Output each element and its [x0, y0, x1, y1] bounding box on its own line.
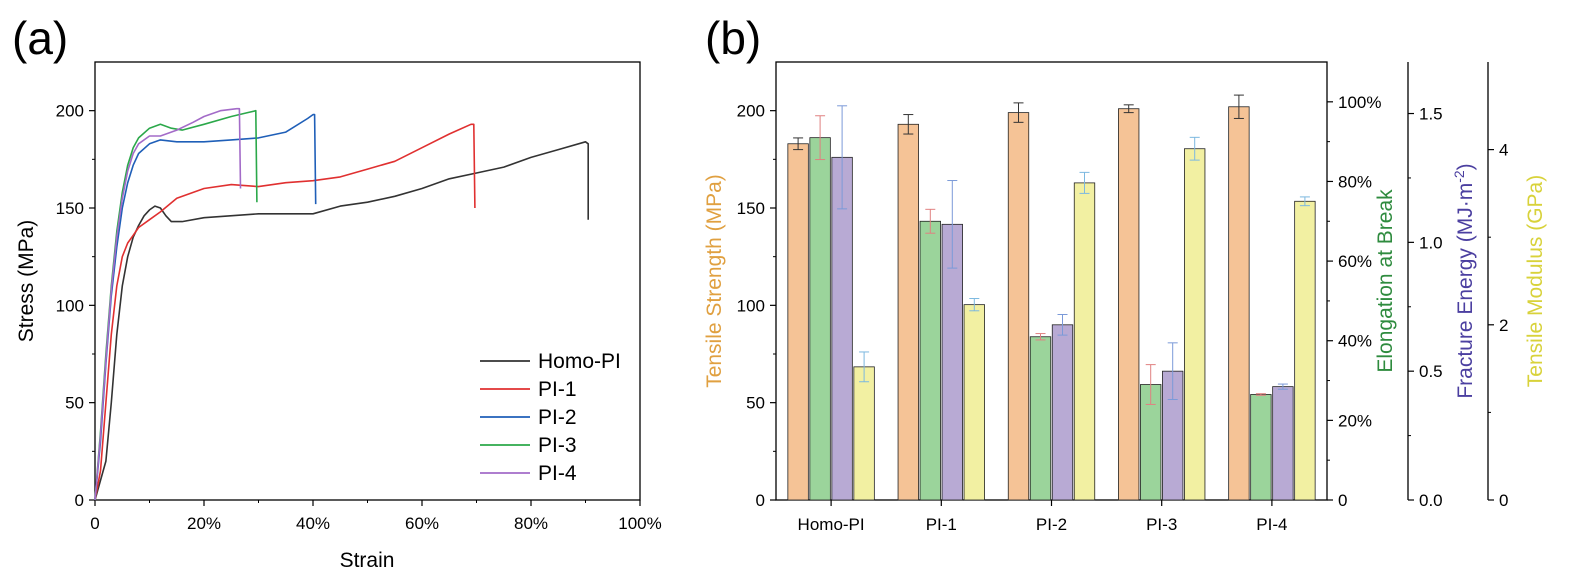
fracture-energy-title-end: ) [1454, 163, 1477, 170]
a-y-tick-label: 150 [56, 199, 84, 218]
panel-b: (b) 0 50 100 150 200 0 20% 40% 60% 80% 100% 0.0 0.5 1… [703, 12, 1547, 534]
bar-tensile_strength [1007, 112, 1030, 501]
a-x-tick-label: 60% [405, 514, 439, 533]
bar-tensile_strength [1228, 106, 1250, 501]
tensile-strength-axis-title: Tensile Strength (MPa) [703, 174, 726, 388]
b-tick-label: 80% [1338, 172, 1372, 191]
bar-fracture_energy [1051, 324, 1074, 501]
a-y-tick-label: 50 [65, 394, 84, 413]
category-label: PI-4 [1256, 515, 1287, 534]
panel-a-legend: Homo-PI PI-1 PI-2 PI-3 PI-4 [480, 350, 621, 485]
bar-elongation [809, 137, 831, 501]
panel-a-ticks: 0 20% 40% 60% 80% 100% 0 50 100 150 200 [56, 102, 662, 533]
b-tick-label: 0 [756, 491, 765, 510]
series-line-homo-pi [94, 141, 589, 501]
b-tick-label: 150 [737, 199, 765, 218]
a-y-tick-label: 200 [56, 102, 84, 121]
tensile-modulus-axis-title: Tensile Modulus (GPa) [1524, 175, 1547, 387]
a-x-tick-label: 20% [187, 514, 221, 533]
b-tick-label: 0.5 [1419, 362, 1443, 381]
legend-label: PI-2 [538, 406, 577, 429]
a-y-tick-label: 100 [56, 296, 84, 315]
panel-b-category-labels: Homo-PI PI-1 PI-2 PI-3 PI-4 [798, 500, 1287, 534]
bar-modulus [1294, 200, 1316, 501]
legend-label: PI-1 [538, 378, 577, 401]
b-tick-label: 4 [1499, 141, 1508, 160]
bar-modulus [963, 304, 985, 501]
b-tick-label: 40% [1338, 332, 1372, 351]
bar-elongation [1029, 336, 1052, 501]
fracture-energy-title-main: Fracture Energy (MJ·m [1454, 183, 1477, 399]
bar-tensile_strength [897, 123, 919, 501]
panel-b-bars [787, 94, 1316, 501]
b-tick-label: 0.0 [1419, 491, 1443, 510]
series-line-pi-1 [94, 123, 476, 501]
b-tick-label: 1.5 [1419, 105, 1443, 124]
a-x-tick-label: 80% [514, 514, 548, 533]
bar-elongation [1250, 394, 1272, 501]
bar-fracture_energy [1272, 386, 1294, 501]
b-tick-label: 0 [1499, 491, 1508, 510]
bar-tensile_strength [787, 143, 809, 501]
b-tick-label: 100 [737, 296, 765, 315]
fracture-energy-axis-title: Fracture Energy (MJ·m-2) [1451, 163, 1477, 398]
a-y-tick-label: 0 [75, 491, 84, 510]
category-label: PI-2 [1036, 515, 1067, 534]
category-label: PI-1 [926, 515, 957, 534]
a-x-tick-label: 100% [618, 514, 661, 533]
panel-a-lines [94, 107, 589, 501]
panel-b-label: (b) [705, 12, 761, 64]
series-line-pi-4 [94, 107, 242, 501]
b-tick-label: 50 [746, 394, 765, 413]
b-tick-label: 1.0 [1419, 233, 1443, 252]
elongation-axis-title: Elongation at Break [1374, 189, 1397, 373]
series-line-pi-3 [94, 109, 258, 501]
panel-a-ylabel: Stress (MPa) [15, 220, 38, 343]
b-tick-label: 60% [1338, 252, 1372, 271]
a-x-tick-label: 40% [296, 514, 330, 533]
bar-modulus [1073, 182, 1096, 501]
legend-label: PI-4 [538, 462, 577, 485]
bar-modulus [853, 366, 875, 501]
bar-elongation [919, 220, 941, 501]
legend-label: PI-3 [538, 434, 577, 457]
panel-a-label: (a) [12, 12, 68, 64]
legend-label: Homo-PI [538, 350, 621, 373]
b-tick-label: 200 [737, 102, 765, 121]
b-tick-label: 20% [1338, 411, 1372, 430]
panel-a-xlabel: Strain [340, 549, 395, 572]
category-label: PI-3 [1146, 515, 1177, 534]
a-x-tick-label: 0 [90, 514, 99, 533]
bar-modulus [1184, 148, 1206, 501]
fracture-energy-title-sup: -2 [1451, 170, 1467, 183]
panel-a: (a) 0 20% 40% 60% 80% 100% 0 50 100 150 200 Strain… [12, 12, 662, 572]
bar-tensile_strength [1118, 108, 1140, 501]
panel-b-axes: 0 50 100 150 200 0 20% 40% 60% 80% 100% 0.0 0.5 1.0 1.… [737, 62, 1508, 510]
category-label: Homo-PI [798, 515, 865, 534]
b-tick-label: 0 [1338, 491, 1347, 510]
b-tick-label: 2 [1499, 316, 1508, 335]
b-tick-label: 100% [1338, 93, 1381, 112]
